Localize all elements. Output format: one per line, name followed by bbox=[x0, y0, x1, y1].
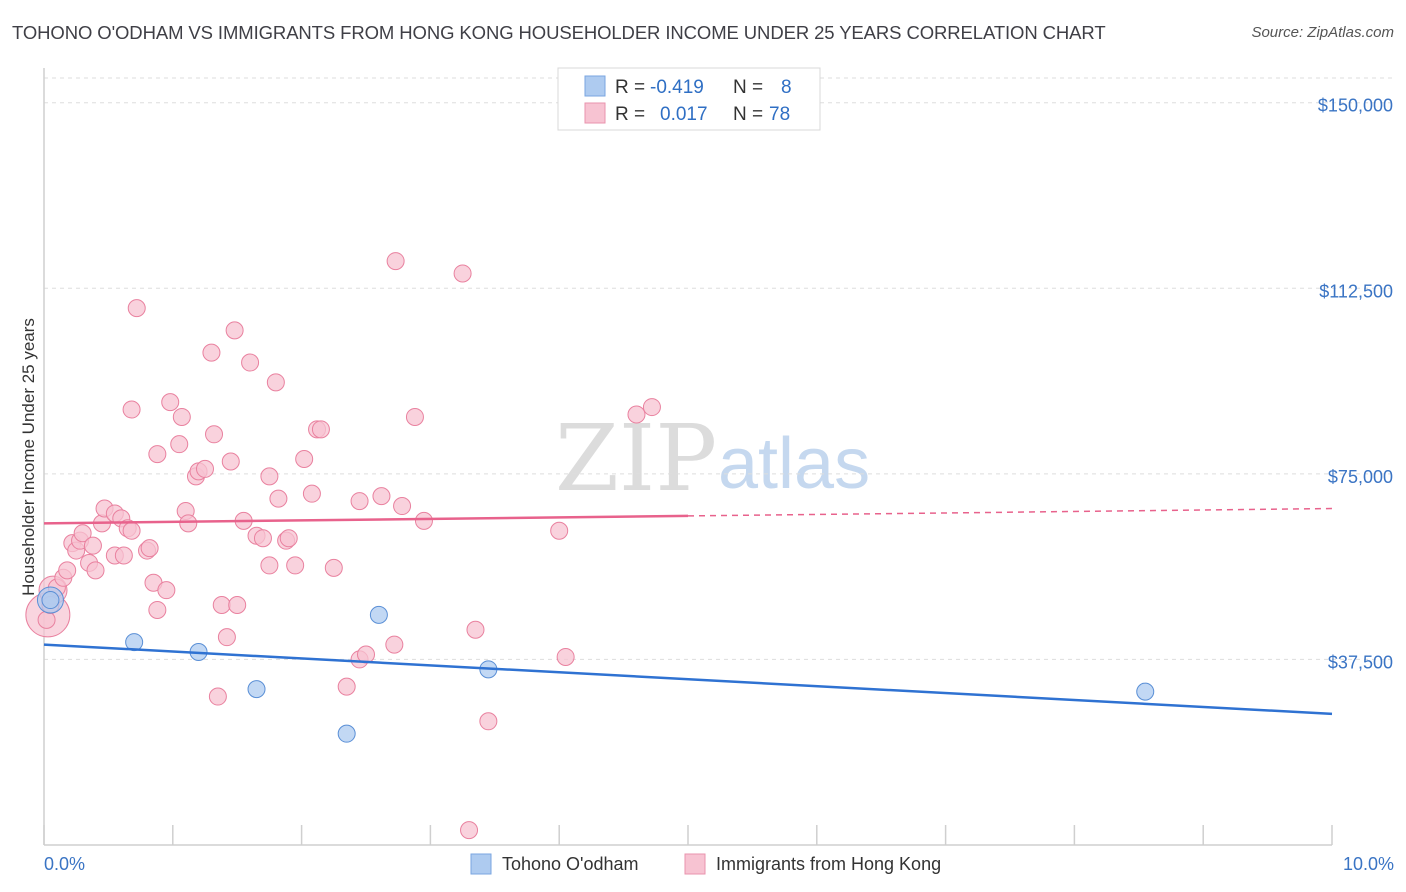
data-point-hong-kong bbox=[350, 492, 369, 511]
data-point-hong-kong bbox=[311, 420, 330, 439]
data-point-hong-kong bbox=[260, 467, 279, 486]
legend-swatch-blue bbox=[584, 75, 606, 97]
data-point-hong-kong bbox=[556, 647, 575, 666]
data-point-hong-kong bbox=[86, 561, 105, 580]
y-tick-label: $112,500 bbox=[1319, 281, 1393, 301]
watermark-atlas: atlas bbox=[718, 424, 870, 504]
legend-n-value-pink: 78 bbox=[769, 104, 790, 125]
source-credit: Source: ZipAtlas.com bbox=[1251, 24, 1394, 41]
data-point-tohono bbox=[1136, 682, 1155, 701]
y-tick-labels: $37,500 $75,000 $112,500 $150,000 bbox=[1318, 96, 1393, 673]
data-point-hong-kong bbox=[157, 581, 176, 600]
legend-swatch-pink bbox=[584, 102, 606, 124]
trendline-tohono bbox=[43, 643, 1333, 716]
data-point-hong-kong bbox=[269, 489, 288, 508]
series-tohono-points bbox=[36, 586, 1155, 743]
data-point-hong-kong bbox=[253, 529, 272, 548]
data-point-hong-kong bbox=[405, 407, 424, 426]
data-point-hong-kong bbox=[372, 487, 391, 506]
data-point-hong-kong bbox=[217, 628, 236, 647]
data-point-tohono bbox=[41, 591, 60, 610]
data-point-tohono bbox=[369, 605, 388, 624]
data-point-hong-kong bbox=[148, 600, 167, 619]
data-point-hong-kong bbox=[479, 712, 498, 731]
trendline-hong-kong-dashed bbox=[687, 507, 1333, 517]
y-axis-label: Householder Income Under 25 years bbox=[19, 318, 38, 596]
bottom-legend: Tohono O'odham Immigrants from Hong Kong bbox=[470, 853, 941, 875]
data-point-hong-kong bbox=[266, 373, 285, 392]
chart-title: TOHONO O'ODHAM VS IMMIGRANTS FROM HONG K… bbox=[12, 22, 1106, 43]
data-point-hong-kong bbox=[453, 264, 472, 283]
data-point-hong-kong bbox=[385, 635, 404, 654]
data-point-hong-kong bbox=[279, 529, 298, 548]
legend-n-value-blue: 8 bbox=[781, 77, 792, 98]
data-point-hong-kong bbox=[466, 620, 485, 639]
data-point-hong-kong bbox=[114, 546, 133, 565]
data-point-hong-kong bbox=[170, 435, 189, 454]
x-ticks bbox=[43, 825, 1333, 845]
data-point-hong-kong bbox=[221, 452, 240, 471]
data-point-hong-kong bbox=[386, 252, 405, 271]
data-point-hong-kong bbox=[286, 556, 305, 575]
legend-r-value-blue: -0.419 bbox=[650, 77, 704, 98]
data-point-hong-kong bbox=[302, 484, 321, 503]
data-point-hong-kong bbox=[196, 459, 214, 478]
data-point-hong-kong bbox=[550, 521, 569, 540]
y-tick-label: $37,500 bbox=[1328, 652, 1393, 672]
legend-r-label-blue: R = bbox=[615, 77, 645, 98]
data-point-hong-kong bbox=[228, 596, 247, 615]
data-point-hong-kong bbox=[122, 400, 141, 419]
x-tick-label-max: 10.0% bbox=[1343, 854, 1394, 874]
data-point-tohono bbox=[247, 680, 266, 699]
data-point-hong-kong bbox=[205, 425, 224, 444]
data-point-hong-kong bbox=[161, 393, 180, 412]
data-point-hong-kong bbox=[260, 556, 279, 575]
top-legend: R = -0.419 N = 8 R = 0.017 N = 78 bbox=[557, 67, 821, 131]
data-point-hong-kong bbox=[393, 497, 412, 516]
legend-n-label-blue: N = bbox=[733, 77, 763, 98]
data-point-hong-kong bbox=[83, 536, 102, 555]
data-point-hong-kong bbox=[295, 450, 314, 469]
bottom-legend-label-blue: Tohono O'odham bbox=[502, 854, 639, 874]
bottom-legend-label-pink: Immigrants from Hong Kong bbox=[716, 854, 941, 874]
trendlines bbox=[43, 507, 1333, 716]
data-point-hong-kong bbox=[37, 610, 56, 629]
y-tick-label: $150,000 bbox=[1318, 96, 1393, 116]
bottom-legend-swatch-pink bbox=[684, 853, 706, 875]
y-tick-label: $75,000 bbox=[1328, 467, 1393, 487]
series-hong-kong-points bbox=[25, 252, 661, 840]
data-point-hong-kong bbox=[414, 511, 433, 530]
data-point-hong-kong bbox=[140, 539, 159, 558]
data-point-hong-kong bbox=[73, 524, 92, 543]
trendline-hong-kong bbox=[43, 514, 689, 525]
legend-r-label-pink: R = bbox=[615, 104, 645, 125]
data-point-hong-kong bbox=[241, 353, 260, 372]
data-point-tohono bbox=[337, 724, 356, 743]
data-point-hong-kong bbox=[127, 299, 146, 318]
bottom-legend-swatch-blue bbox=[470, 853, 492, 875]
legend-r-value-pink: 0.017 bbox=[660, 104, 708, 125]
data-point-hong-kong bbox=[122, 521, 141, 540]
data-point-hong-kong bbox=[58, 561, 77, 580]
data-point-hong-kong bbox=[337, 677, 356, 696]
data-point-hong-kong bbox=[460, 821, 479, 840]
data-point-hong-kong bbox=[148, 445, 167, 464]
data-point-hong-kong bbox=[627, 405, 646, 424]
data-point-hong-kong bbox=[324, 558, 343, 577]
data-point-hong-kong bbox=[179, 514, 198, 533]
data-point-hong-kong bbox=[172, 407, 191, 426]
x-tick-label-min: 0.0% bbox=[44, 854, 85, 874]
legend-n-label-pink: N = bbox=[733, 104, 763, 125]
data-point-hong-kong bbox=[208, 687, 227, 706]
data-point-hong-kong bbox=[225, 321, 244, 340]
data-point-hong-kong bbox=[202, 343, 221, 362]
data-point-hong-kong bbox=[642, 398, 661, 417]
data-point-hong-kong bbox=[212, 596, 231, 615]
